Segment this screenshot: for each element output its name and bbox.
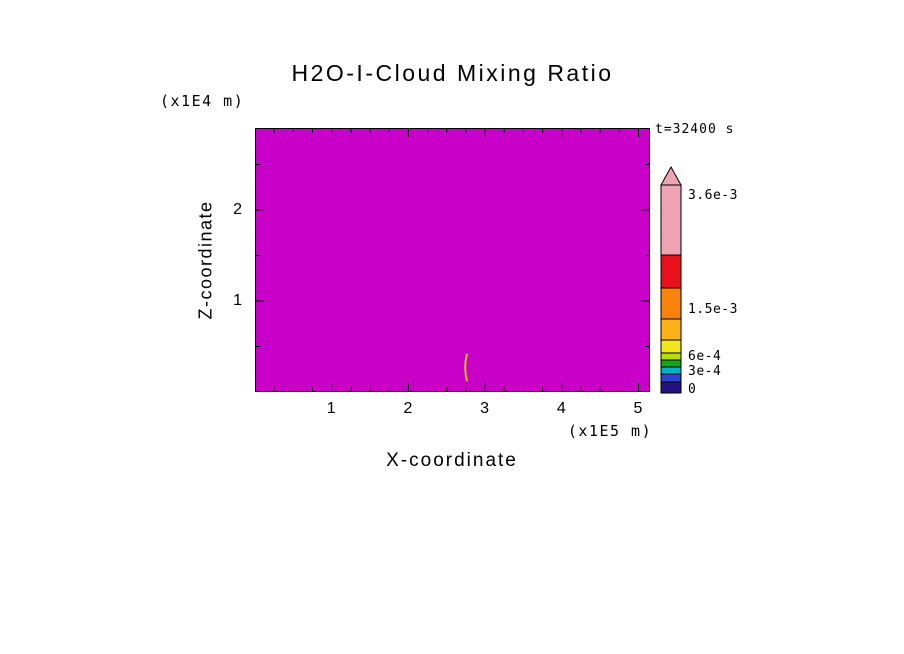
- colorbar-segment: [660, 184, 682, 256]
- y-tick-label: 2: [233, 200, 243, 218]
- plot-area: [255, 128, 650, 392]
- cloud-feature: [464, 353, 468, 382]
- chart-title: H2O-I-Cloud Mixing Ratio: [291, 60, 614, 86]
- colorbar-segment: [660, 254, 682, 289]
- colorbar-segment: [660, 381, 682, 394]
- colorbar-tick-label: 1.5e-3: [688, 302, 738, 317]
- x-axis-unit-label: (x1E5 m): [567, 422, 653, 440]
- colorbar-tick-label: 0: [688, 382, 697, 397]
- colorbar-segment: [660, 359, 682, 368]
- colorbar-tick-label: 6e-4: [688, 349, 722, 364]
- field-svg: [255, 128, 650, 392]
- colorbar-segment: [660, 287, 682, 320]
- y-tick-label: 1: [233, 291, 243, 309]
- x-axis-title: X-coordinate: [386, 450, 518, 471]
- colorbar-arrow-tip: [660, 165, 682, 186]
- colorbar-segment: [660, 318, 682, 341]
- x-tick-label: 1: [326, 400, 337, 417]
- colorbar-tick-label: 3.6e-3: [688, 188, 738, 203]
- colorbar-segment: [660, 366, 682, 375]
- x-tick-label: 5: [633, 400, 644, 417]
- x-tick-label: 2: [403, 400, 414, 417]
- colorbar-segment: [660, 373, 682, 383]
- x-tick-label: 4: [556, 400, 567, 417]
- plot-border: [255, 128, 650, 392]
- y-axis-unit-label: (x1E4 m): [160, 92, 245, 110]
- x-tick-label: 3: [480, 400, 491, 417]
- colorbar-tick-label: 3e-4: [688, 364, 722, 379]
- colorbar-segment: [660, 339, 682, 354]
- colorbar-segment: [660, 352, 682, 361]
- colorbar: [660, 165, 682, 394]
- time-annotation: t=32400 s: [655, 122, 735, 137]
